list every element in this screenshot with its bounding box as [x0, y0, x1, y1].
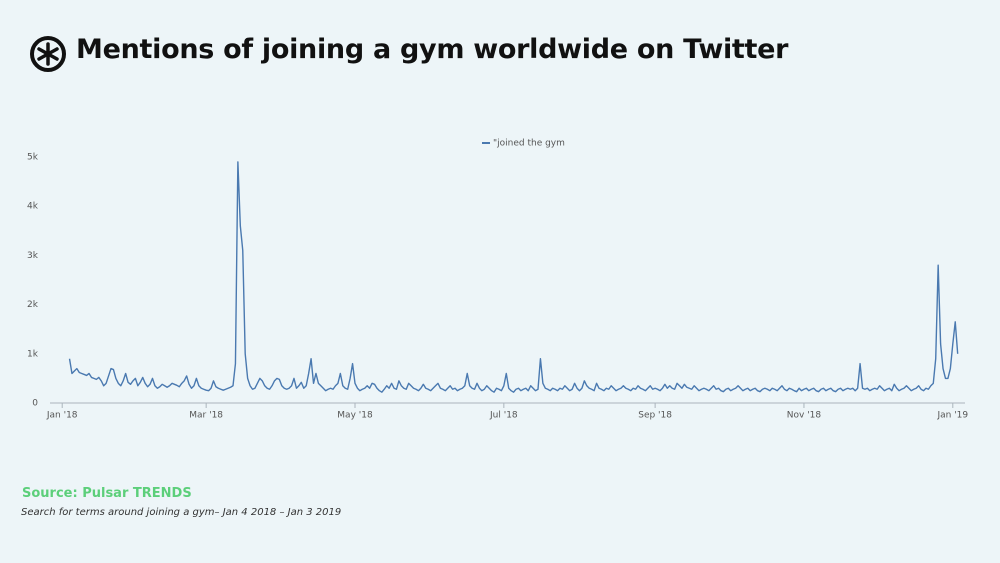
x-tick-label: Jul '18 — [489, 411, 518, 421]
y-tick-label: 5k — [27, 153, 39, 163]
y-tick-label: 1k — [27, 349, 39, 359]
x-tick-label: Nov '18 — [787, 411, 822, 421]
y-tick-label: 0 — [32, 399, 38, 409]
y-tick-label: 2k — [27, 300, 39, 310]
line — [68, 161, 959, 393]
subtitle: Search for terms around joining a gym– J… — [21, 507, 342, 518]
y-tick-label: 4k — [27, 202, 39, 212]
legend-label: "joined the gym — [493, 139, 565, 149]
logo — [30, 36, 66, 72]
x-tick-label: May '18 — [337, 411, 373, 421]
source: Source: Pulsar TRENDS — [22, 486, 192, 501]
x-tick-label: Jan '18 — [46, 411, 78, 421]
x-tick-label: Sep '18 — [638, 411, 672, 421]
chart-title: Mentions of joining a gym worldwide on T… — [76, 34, 789, 65]
y-tick-label: 3k — [27, 251, 39, 261]
x-tick-label: Mar '18 — [189, 411, 223, 421]
x-tick-label: Jan '19 — [936, 411, 968, 421]
chart: 0 1k 2k 3k 4k 5k Jan '18 Mar '18 May '18 Jul '18 S… — [27, 139, 968, 421]
